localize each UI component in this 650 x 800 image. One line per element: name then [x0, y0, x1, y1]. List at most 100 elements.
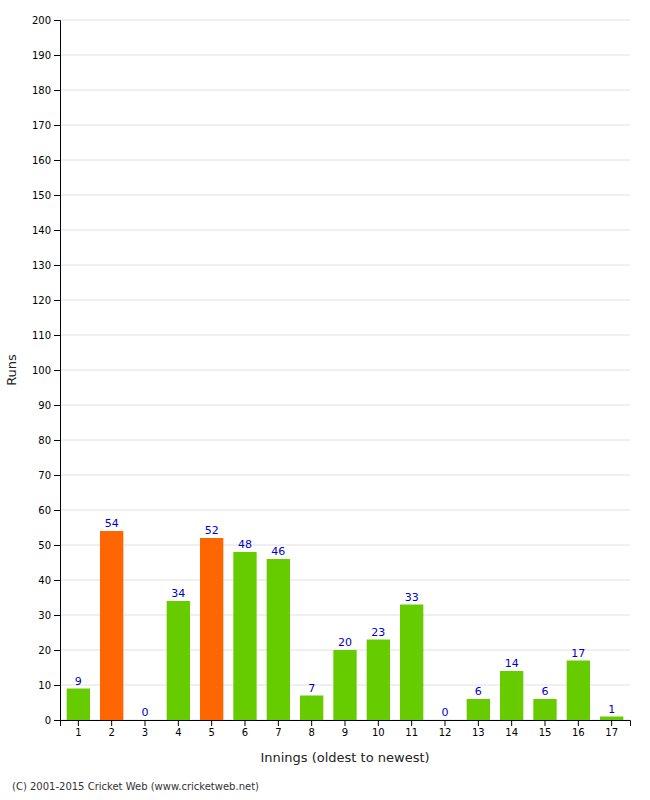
bar — [567, 661, 590, 721]
tick-mark — [54, 335, 60, 336]
bar — [300, 696, 323, 721]
axis-line — [54, 21, 61, 721]
tick: 10 — [372, 720, 385, 738]
tick: 3 — [142, 720, 148, 738]
data-label: 6 — [475, 685, 482, 698]
tick-label: 3 — [142, 727, 148, 738]
grid-line — [60, 195, 630, 196]
tick: 70 — [38, 470, 60, 481]
tick-label: 20 — [38, 645, 51, 656]
tick: 200 — [32, 15, 60, 26]
tick-mark — [311, 720, 312, 726]
tick-label: 10 — [372, 727, 385, 738]
tick: 10 — [38, 680, 60, 691]
tick-label: 15 — [539, 727, 552, 738]
tick: 90 — [38, 400, 60, 411]
bar — [467, 699, 490, 720]
tick-label: 120 — [32, 295, 51, 306]
tick: 1 — [75, 720, 81, 738]
grid-line — [60, 615, 630, 616]
tick-mark — [54, 545, 60, 546]
data-label: 0 — [442, 706, 449, 719]
tick-label: 13 — [472, 727, 485, 738]
data-label: 9 — [75, 675, 82, 688]
tick: 0 — [45, 715, 60, 726]
tick-mark — [54, 720, 60, 721]
grid-line — [60, 160, 630, 161]
tick-mark — [54, 160, 60, 161]
grid-line — [60, 335, 630, 336]
tick-label: 5 — [208, 727, 214, 738]
tick: 20 — [38, 645, 60, 656]
tick-label: 40 — [38, 575, 51, 586]
bar — [400, 605, 423, 721]
tick-mark — [54, 685, 60, 686]
tick-label: 130 — [32, 260, 51, 271]
tick: 120 — [32, 295, 60, 306]
tick: 15 — [539, 720, 552, 738]
grid-line — [60, 545, 630, 546]
tick: 4 — [175, 720, 181, 738]
tick-label: 180 — [32, 85, 51, 96]
tick-label: 160 — [32, 155, 51, 166]
tick: 5 — [208, 720, 214, 738]
data-label: 48 — [238, 538, 252, 551]
x-axis: 1234567891011121314151617 — [61, 720, 631, 738]
tick-mark — [54, 440, 60, 441]
y-axis: 0102030405060708090100110120130140150160… — [32, 15, 61, 726]
tick-label: 200 — [32, 15, 51, 26]
tick: 14 — [505, 720, 518, 738]
tick-label: 10 — [38, 680, 51, 691]
tick-mark — [111, 720, 112, 726]
tick-mark — [611, 720, 612, 726]
tick: 140 — [32, 225, 60, 236]
tick-label: 150 — [32, 190, 51, 201]
bar — [67, 689, 90, 721]
tick-label: 11 — [405, 727, 418, 738]
tick-label: 50 — [38, 540, 51, 551]
tick-label: 2 — [108, 727, 114, 738]
tick-label: 190 — [32, 50, 51, 61]
footer: (C) 2001-2015 Cricket Web (www.cricketwe… — [12, 781, 259, 792]
tick-mark — [578, 720, 579, 726]
tick-mark — [278, 720, 279, 726]
x-axis-title: Innings (oldest to newest) — [260, 750, 429, 765]
data-label: 1 — [608, 703, 615, 716]
data-label: 52 — [205, 524, 219, 537]
tick: 11 — [405, 720, 418, 738]
tick-mark — [211, 720, 212, 726]
data-label: 34 — [171, 587, 185, 600]
tick-label: 70 — [38, 470, 51, 481]
tick: 50 — [38, 540, 60, 551]
tick-label: 110 — [32, 330, 51, 341]
grid-line — [60, 440, 630, 441]
tick-label: 80 — [38, 435, 51, 446]
data-label: 6 — [542, 685, 549, 698]
grid-line — [60, 300, 630, 301]
tick-mark — [545, 720, 546, 726]
tick-label: 9 — [342, 727, 348, 738]
tick-mark — [54, 125, 60, 126]
tick: 6 — [242, 720, 248, 738]
tick-mark — [511, 720, 512, 726]
tick: 12 — [439, 720, 452, 738]
tick: 190 — [32, 50, 60, 61]
tick-mark — [54, 300, 60, 301]
tick-label: 30 — [38, 610, 51, 621]
tick: 170 — [32, 120, 60, 131]
data-labels: 954034524846720233306146171 — [75, 517, 615, 719]
tick-mark — [54, 580, 60, 581]
grid-line — [60, 475, 630, 476]
tick-label: 16 — [572, 727, 585, 738]
tick-mark — [54, 475, 60, 476]
tick: 7 — [275, 720, 281, 738]
grid-line — [60, 230, 630, 231]
tick-mark — [145, 720, 146, 726]
tick-mark — [54, 615, 60, 616]
bars — [67, 531, 624, 720]
grid-line — [60, 405, 630, 406]
tick-mark — [411, 720, 412, 726]
tick: 150 — [32, 190, 60, 201]
bar — [100, 531, 123, 720]
tick-mark — [54, 195, 60, 196]
